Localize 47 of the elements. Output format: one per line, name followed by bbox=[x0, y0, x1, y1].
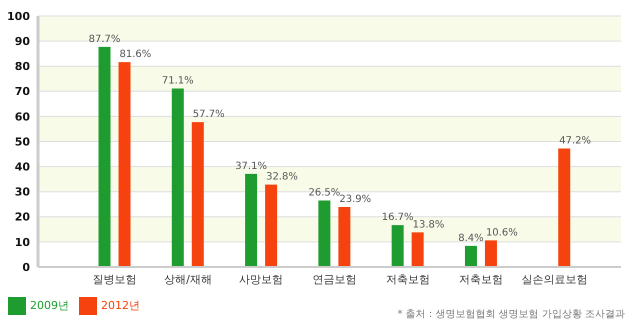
bar bbox=[464, 246, 477, 267]
y-tick-label: 90 bbox=[14, 35, 30, 48]
bar bbox=[118, 62, 131, 267]
data-label: 8.4% bbox=[458, 232, 484, 244]
data-label: 16.7% bbox=[382, 212, 414, 224]
data-label: 47.2% bbox=[559, 136, 592, 147]
y-tick-label: 60 bbox=[14, 110, 30, 124]
text: * 출처 : 생명보험협회 생명보험 가입상황 조사결과 bbox=[398, 308, 625, 321]
y-tick-label: 0 bbox=[22, 260, 30, 274]
bar bbox=[392, 225, 404, 267]
x-tick-label: 연금보험 bbox=[312, 272, 356, 286]
bar bbox=[265, 184, 278, 267]
x-tick-label: 사망보험 bbox=[239, 272, 284, 286]
y-tick-label: 100 bbox=[7, 10, 30, 23]
bar bbox=[245, 174, 258, 267]
bar bbox=[318, 200, 330, 267]
data-label: 10.6% bbox=[486, 227, 518, 238]
data-label: 87.7% bbox=[88, 34, 120, 45]
data-label: 81.6% bbox=[120, 49, 152, 60]
bar bbox=[558, 148, 570, 267]
bar bbox=[412, 232, 424, 267]
x-tick-label: 실손의료보험 bbox=[521, 272, 588, 286]
bar bbox=[484, 240, 497, 267]
legend-label: 2009년 bbox=[30, 299, 69, 312]
y-tick-label: 80 bbox=[14, 60, 30, 74]
data-label: 37.1% bbox=[235, 160, 267, 172]
y-tick-label: 10 bbox=[14, 236, 30, 249]
data-label: 57.7% bbox=[192, 109, 225, 120]
x-tick-label: 질병보험 bbox=[92, 272, 137, 286]
bar bbox=[192, 122, 204, 267]
x-tick-label: 상해/재해 bbox=[164, 272, 212, 286]
data-label: 71.1% bbox=[162, 76, 194, 87]
y-tick-label: 50 bbox=[14, 135, 30, 148]
y-tick-label: 20 bbox=[14, 210, 30, 224]
y-tick-label: 30 bbox=[14, 186, 30, 199]
data-label: 32.8% bbox=[266, 172, 298, 183]
y-tick-label: 70 bbox=[14, 85, 30, 98]
data-label: 26.5% bbox=[308, 187, 340, 198]
bar bbox=[98, 46, 111, 267]
x-tick-label: 저축보험 bbox=[459, 272, 504, 286]
x-tick-label: 저축보험 bbox=[386, 272, 430, 286]
bar bbox=[172, 88, 184, 267]
y-tick-label: 40 bbox=[14, 160, 30, 174]
legend-label: 2012년 bbox=[101, 299, 140, 312]
data-label: 23.9% bbox=[339, 194, 372, 206]
data-label: 13.8% bbox=[412, 219, 444, 230]
bar bbox=[338, 207, 350, 267]
